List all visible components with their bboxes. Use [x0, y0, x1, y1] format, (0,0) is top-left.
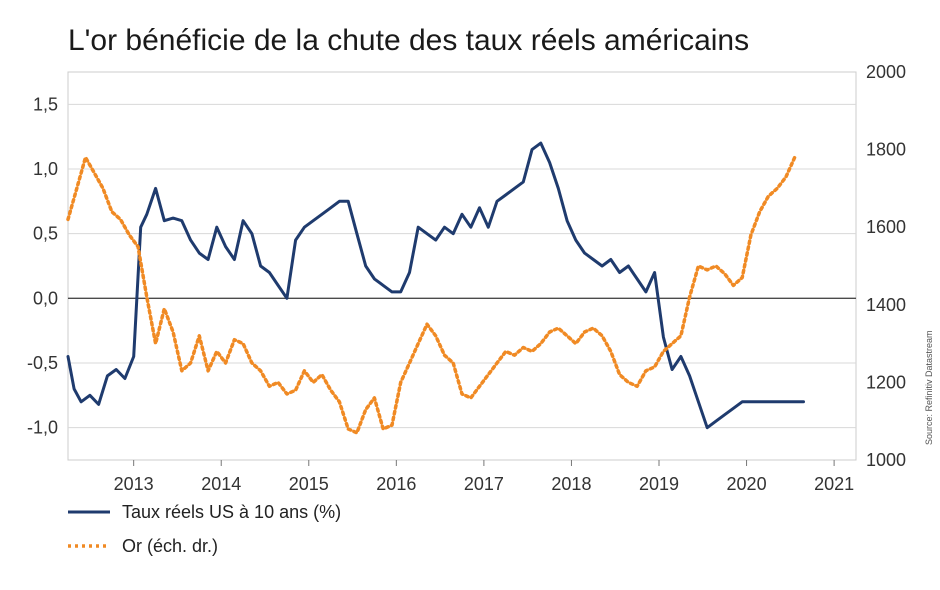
legend-item-rates[interactable]: Taux réels US à 10 ans (%) — [68, 502, 341, 522]
x-tick-label: 2018 — [551, 474, 591, 494]
y-right-tick-label: 2000 — [866, 62, 906, 82]
series-layer — [66, 141, 805, 435]
x-tick-label: 2014 — [201, 474, 241, 494]
legend-label-rates: Taux réels US à 10 ans (%) — [122, 502, 341, 522]
y-right-tick-label: 1600 — [866, 217, 906, 237]
x-tick-label: 2016 — [376, 474, 416, 494]
chart-title: L'or bénéficie de la chute des taux réel… — [68, 24, 749, 57]
x-axis: 2013 2014 2015 2016 2017 2018 2019 2020 2021 — [114, 460, 854, 494]
legend-label-gold: Or (éch. dr.) — [122, 536, 218, 556]
y-right-tick-label: 1800 — [866, 140, 906, 160]
series-line-gold — [66, 155, 797, 435]
y-right-tick-label: 1000 — [866, 450, 906, 470]
x-tick-label: 2021 — [814, 474, 854, 494]
y-right-tick-label: 1400 — [866, 295, 906, 315]
y-right-tick-label: 1200 — [866, 372, 906, 392]
x-tick-label: 2015 — [289, 474, 329, 494]
y-left-tick-label: -1,0 — [27, 418, 58, 438]
legend-item-gold[interactable]: Or (éch. dr.) — [68, 536, 218, 556]
y-left-tick-label: 0,0 — [33, 288, 58, 308]
source-label: Source: Refinitiv Datastream — [924, 330, 934, 445]
grid-lines — [68, 103, 856, 429]
x-tick-label: 2013 — [114, 474, 154, 494]
x-tick-label: 2017 — [464, 474, 504, 494]
x-tick-label: 2019 — [639, 474, 679, 494]
x-tick-label: 2020 — [727, 474, 767, 494]
legend: Taux réels US à 10 ans (%) Or (éch. dr.) — [68, 502, 341, 556]
plot-area — [67, 71, 857, 461]
right-axis: 2000 1800 1600 1400 1200 1000 — [866, 62, 906, 470]
y-left-tick-label: 0,5 — [33, 224, 58, 244]
y-left-tick-label: 1,0 — [33, 159, 58, 179]
y-left-tick-label: -0,5 — [27, 353, 58, 373]
left-axis: 1,5 1,0 0,5 0,0 -0,5 -1,0 — [27, 94, 58, 437]
y-left-tick-label: 1,5 — [33, 94, 58, 114]
series-line-real-rates — [66, 141, 805, 430]
